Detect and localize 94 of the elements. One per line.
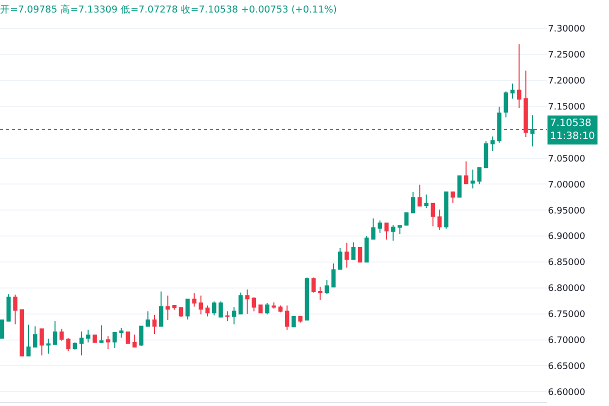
candlestick — [139, 326, 144, 346]
candlestick — [424, 194, 428, 209]
candlestick — [13, 294, 18, 325]
candlestick — [79, 330, 84, 356]
candlestick — [20, 309, 24, 357]
candlestick — [158, 291, 164, 327]
candlestick — [40, 328, 44, 356]
candlestick — [132, 334, 137, 348]
candlestick — [418, 184, 422, 206]
candlestick — [490, 136, 495, 152]
candlestick — [46, 338, 51, 354]
candlestick — [146, 310, 150, 327]
candlestick — [464, 160, 468, 184]
y-tick-label: 7.00000 — [548, 180, 586, 190]
candlestick — [172, 305, 176, 310]
candlestick — [378, 220, 382, 234]
candlestick — [99, 324, 104, 343]
candlestick — [398, 225, 402, 234]
y-tick-label: 7.25000 — [548, 50, 586, 61]
candlestick — [311, 277, 316, 294]
candlestick — [364, 236, 369, 262]
candlestick — [524, 70, 528, 138]
y-tick-label: 7.15000 — [548, 102, 586, 113]
candlestick — [232, 306, 236, 325]
candlestick — [292, 316, 296, 328]
y-tick-label: 7.30000 — [548, 24, 586, 35]
candlestick — [6, 294, 11, 322]
y-tick-label: 6.85000 — [548, 258, 586, 268]
candlestick — [278, 305, 283, 313]
candlestick — [384, 222, 389, 240]
y-tick-label: 6.90000 — [548, 232, 586, 242]
candlestick — [404, 212, 409, 226]
candlestick — [338, 247, 342, 270]
candlestick — [152, 314, 157, 335]
candlestick — [517, 44, 522, 108]
candlestick — [92, 334, 97, 344]
y-tick-label: 6.70000 — [548, 336, 586, 346]
candlestick — [212, 300, 216, 316]
candlestick — [324, 280, 329, 295]
candlestick — [371, 218, 376, 240]
candlestick — [33, 326, 38, 348]
candlestick — [245, 288, 250, 314]
candlestick — [351, 242, 356, 260]
y-tick-label: 6.95000 — [548, 206, 586, 216]
candlestick — [437, 209, 442, 230]
candlestick — [112, 332, 117, 349]
chart-title: 开=7.09785 高=7.13309 低=7.07278 收=7.10538 +0.00753 (+0.11%) — [0, 4, 337, 16]
candlestick — [504, 90, 508, 118]
candlestick — [60, 328, 64, 342]
candlestick — [66, 338, 70, 352]
candlestick — [477, 167, 482, 185]
candlestick — [178, 307, 184, 318]
candlestick — [106, 336, 110, 350]
candlestick — [410, 191, 416, 214]
candlestick — [318, 286, 322, 300]
candlestick — [26, 324, 31, 357]
candlestick — [205, 305, 210, 317]
y-tick-label: 6.75000 — [548, 310, 586, 320]
candlestick — [252, 296, 256, 312]
candlestick — [265, 302, 270, 315]
candlestick — [258, 304, 263, 314]
candlestick — [119, 327, 124, 338]
candlestick — [484, 140, 488, 168]
candlestick — [52, 320, 58, 345]
candlestick — [304, 277, 310, 321]
candlestick — [470, 169, 475, 189]
candlestick — [450, 191, 455, 204]
y-tick-label: 6.60000 — [548, 388, 586, 398]
candlestick — [192, 292, 196, 308]
candlestick — [298, 316, 302, 324]
y-tick-label: 6.65000 — [548, 362, 586, 372]
y-tick-label: 7.05000 — [548, 154, 586, 164]
candlestick — [391, 224, 396, 242]
candlestick — [238, 292, 243, 314]
candlestick — [457, 175, 462, 198]
candlestick — [126, 331, 130, 344]
candlestick — [272, 302, 276, 310]
candlestick — [358, 246, 362, 262]
candlestick — [86, 329, 90, 343]
y-tick-label: 6.80000 — [548, 284, 586, 294]
candlestick — [0, 320, 4, 339]
ref-line-label: 7.10538 11:38:10 — [550, 118, 595, 142]
candlestick — [284, 305, 290, 330]
y-tick-label: 7.20000 — [548, 76, 586, 87]
candlestick — [510, 83, 515, 100]
candlestick — [331, 263, 336, 288]
candlestick — [198, 295, 204, 315]
candlestick — [218, 300, 223, 318]
candlestick — [444, 191, 448, 230]
candlestick — [430, 202, 436, 227]
candlestick — [186, 298, 190, 320]
candlestick — [166, 295, 170, 321]
candlestick — [225, 310, 230, 322]
candlestick — [344, 242, 349, 268]
